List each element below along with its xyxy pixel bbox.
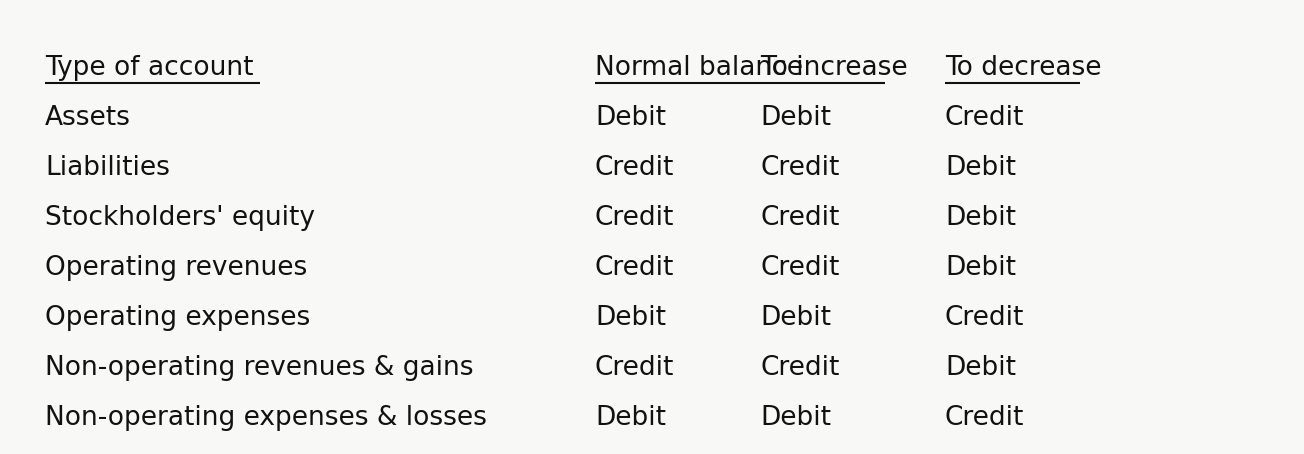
Text: Debit: Debit (945, 355, 1016, 381)
Text: Liabilities: Liabilities (46, 155, 170, 181)
Text: Credit: Credit (760, 355, 840, 381)
Text: Debit: Debit (595, 405, 666, 431)
Text: Debit: Debit (945, 255, 1016, 281)
Text: Credit: Credit (595, 155, 674, 181)
Text: Non-operating expenses & losses: Non-operating expenses & losses (46, 405, 486, 431)
Text: Credit: Credit (945, 105, 1025, 131)
Text: Credit: Credit (760, 155, 840, 181)
Text: Non-operating revenues & gains: Non-operating revenues & gains (46, 355, 473, 381)
Text: Normal balance: Normal balance (595, 55, 803, 81)
Text: Operating revenues: Operating revenues (46, 255, 308, 281)
Text: Credit: Credit (760, 205, 840, 231)
Text: Credit: Credit (945, 405, 1025, 431)
Text: Debit: Debit (595, 305, 666, 331)
Text: Debit: Debit (945, 155, 1016, 181)
Text: Debit: Debit (945, 205, 1016, 231)
Text: Credit: Credit (945, 305, 1025, 331)
Text: Credit: Credit (595, 255, 674, 281)
Text: Operating expenses: Operating expenses (46, 305, 310, 331)
Text: Stockholders' equity: Stockholders' equity (46, 205, 316, 231)
Text: Credit: Credit (760, 255, 840, 281)
Text: To decrease: To decrease (945, 55, 1102, 81)
Text: Debit: Debit (760, 305, 831, 331)
Text: Assets: Assets (46, 105, 130, 131)
Text: Debit: Debit (760, 105, 831, 131)
Text: Credit: Credit (595, 355, 674, 381)
Text: Type of account: Type of account (46, 55, 253, 81)
Text: To increase: To increase (760, 55, 908, 81)
Text: Debit: Debit (760, 405, 831, 431)
Text: Debit: Debit (595, 105, 666, 131)
Text: Credit: Credit (595, 205, 674, 231)
